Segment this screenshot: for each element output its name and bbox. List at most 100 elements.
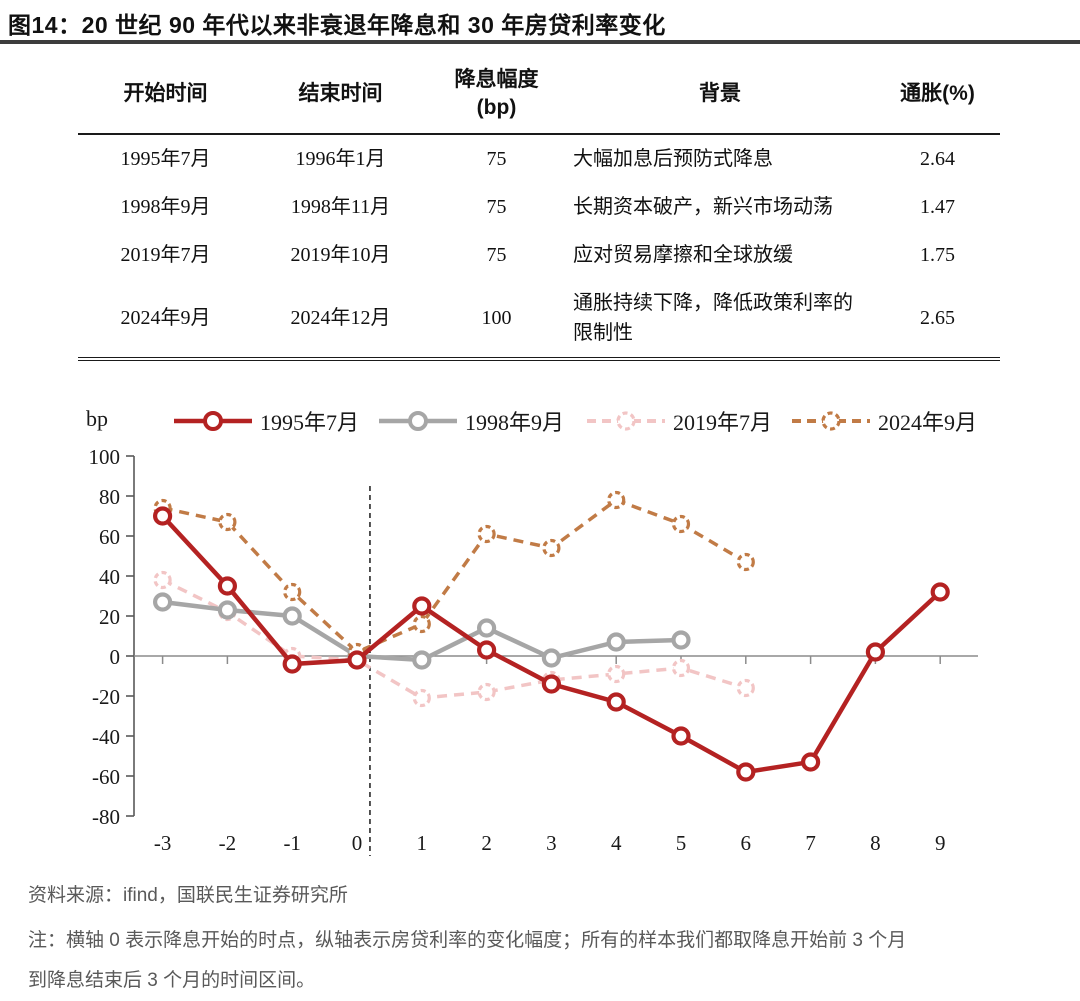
data-point-marker: [412, 596, 432, 616]
y-tick-label: 20: [99, 605, 120, 629]
figure-title: 图14：20 世纪 90 年代以来非衰退年降息和 30 年房贷利率变化: [8, 12, 666, 38]
data-point-marker: [153, 506, 173, 526]
data-point-marker: [347, 650, 367, 670]
legend-label: 2019年7月: [673, 410, 772, 435]
y-tick-label: -20: [92, 685, 120, 709]
data-point-marker: [606, 692, 626, 712]
y-tick-label: 80: [99, 485, 120, 509]
table-cell: 1998年11月: [290, 195, 391, 218]
legend-swatch-marker: [821, 411, 841, 431]
x-tick-label: 9: [935, 831, 946, 855]
rate-cut-table: 开始时间 结束时间 降息幅度 (bp) 背景 通胀(%) 1995年7月 1996…: [78, 56, 1000, 361]
table-row: 2024年9月 2024年12月 100 通胀持续下降，降低政策利率的限制性 2.65: [78, 279, 1000, 359]
x-tick-label: 6: [741, 831, 752, 855]
series-0: [153, 506, 950, 782]
legend-swatch-marker: [408, 411, 428, 431]
data-point-marker: [477, 524, 496, 544]
chart-note-line-1: 注：横轴 0 表示降息开始的时点，纵轴表示房贷利率的变化幅度；所有的样本我们都取…: [28, 930, 907, 951]
y-axis-unit-label: bp: [86, 406, 108, 431]
y-tick-label: 40: [99, 565, 120, 589]
table-row: 1995年7月 1996年1月 75 大幅加息后预防式降息 2.64: [78, 134, 1000, 183]
data-point-marker: [477, 682, 496, 702]
table-cell: 1998年9月: [120, 195, 211, 218]
table-cell: 1995年7月: [120, 147, 211, 170]
data-point-marker: [736, 678, 755, 698]
data-point-marker: [736, 762, 756, 782]
header-end-time: 结束时间: [253, 56, 428, 135]
data-point-marker: [800, 752, 821, 772]
y-tick-label: 0: [110, 645, 121, 669]
table-row: 2019年7月 2019年10月 75 应对贸易摩擦和全球放缓 1.75: [78, 231, 1000, 279]
data-point-marker: [283, 582, 302, 602]
x-tick-label: 5: [676, 831, 687, 855]
data-point-marker: [542, 538, 561, 558]
legend-swatch-marker: [203, 411, 223, 431]
table-cell: 100: [481, 306, 512, 329]
data-point-marker: [671, 630, 691, 650]
x-tick-label: -1: [283, 831, 301, 855]
header-start-time: 开始时间: [78, 56, 253, 135]
chart-note-line-2: 到降息结束后 3 个月的时间区间。: [28, 970, 316, 991]
y-tick-label: -40: [92, 725, 120, 749]
table-body: 1995年7月 1996年1月 75 大幅加息后预防式降息 2.64 1998年9月 199…: [78, 134, 1000, 359]
data-point-marker: [607, 664, 626, 684]
data-point-marker: [606, 632, 626, 652]
data-point-marker: [412, 614, 431, 634]
data-point-marker: [282, 606, 302, 626]
data-point-marker: [477, 618, 497, 638]
table-cell: 2019年10月: [290, 243, 391, 266]
table-cell: 2019年7月: [120, 243, 211, 266]
data-point-marker: [412, 650, 432, 670]
footer: 资料来源：ifind，国联民生证券研究所 注：横轴 0 表示降息开始的时点，纵轴…: [28, 880, 1058, 1001]
legend-swatch-marker: [616, 411, 636, 431]
x-tick-label: 0: [352, 831, 363, 855]
series-line: [162, 498, 747, 655]
legend-item-0: 1995年7月: [174, 410, 359, 435]
data-point-marker: [217, 600, 237, 620]
series-3: [153, 490, 755, 662]
table-header-row: 开始时间 结束时间 降息幅度 (bp) 背景 通胀(%): [78, 56, 1000, 135]
x-tick-label: -2: [219, 831, 237, 855]
source-note: 资料来源：ifind，国联民生证券研究所: [28, 885, 348, 906]
table-header: 开始时间 结束时间 降息幅度 (bp) 背景 通胀(%): [78, 56, 1000, 135]
table-cell: 通胀持续下降，降低政策利率的限制性: [573, 291, 853, 344]
header-cut-bp: 降息幅度 (bp): [428, 56, 565, 135]
x-tick-label: 3: [546, 831, 557, 855]
data-point-marker: [541, 648, 562, 668]
data-point-marker: [541, 674, 562, 694]
data-point-marker: [671, 658, 691, 678]
table-row: 1998年9月 1998年11月 75 长期资本破产，新兴市场动荡 1.47: [78, 183, 1000, 231]
table-cell: 75: [486, 195, 507, 218]
series-line: [161, 578, 747, 700]
table-cell: 75: [486, 243, 507, 266]
legend-item-3: 2024年9月: [792, 410, 977, 435]
header-inflation: 通胀(%): [875, 56, 1000, 135]
y-tick-label: 60: [99, 525, 120, 549]
legend-label: 1995年7月: [260, 410, 359, 435]
table-cell: 1.47: [920, 195, 955, 218]
header-background: 背景: [565, 56, 875, 135]
y-tick-label: 100: [89, 445, 121, 469]
data-point-marker: [412, 688, 431, 708]
data-point-marker: [671, 726, 691, 746]
data-point-marker: [153, 592, 173, 612]
table-cell: 2024年12月: [290, 306, 391, 329]
data-point-marker: [865, 642, 886, 662]
x-tick-label: 1: [417, 831, 428, 855]
x-tick-label: -3: [154, 831, 172, 855]
x-tick-label: 8: [870, 831, 881, 855]
data-point-marker: [607, 490, 626, 510]
legend-label: 2024年9月: [878, 410, 977, 435]
legend-item-1: 1998年9月: [379, 410, 564, 435]
table-cell: 2.65: [920, 306, 955, 329]
data-point-marker: [477, 640, 497, 660]
data-point-marker: [217, 576, 237, 596]
data-point-marker: [218, 512, 237, 532]
y-tick-label: -60: [92, 765, 120, 789]
x-tick-label: 4: [611, 831, 622, 855]
table-cell: 2024年9月: [120, 306, 211, 329]
x-tick-label: 7: [805, 831, 816, 855]
table-cell: 1.75: [920, 243, 955, 266]
title-underline: [0, 40, 1080, 44]
